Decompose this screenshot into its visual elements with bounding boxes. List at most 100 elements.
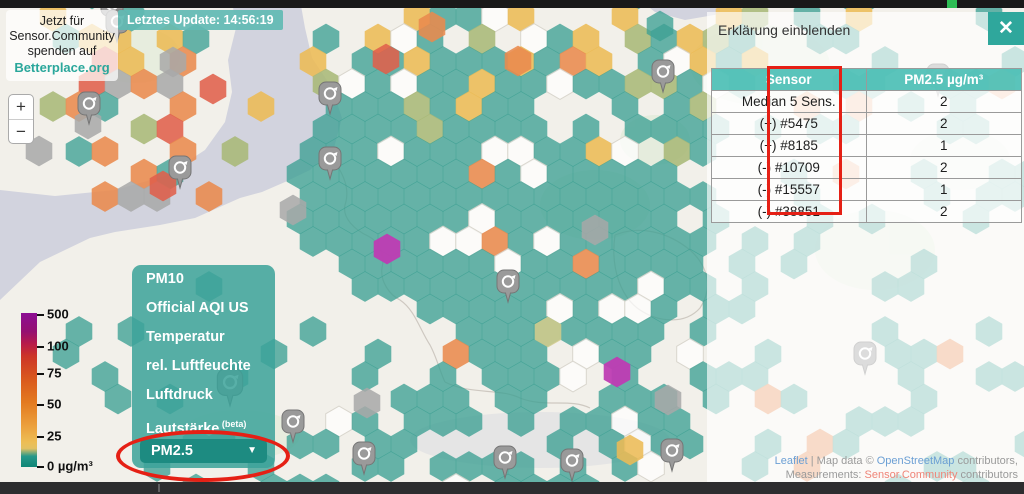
hex-cell[interactable]: [429, 361, 457, 392]
layer-menu-item-pm10[interactable]: PM10: [146, 271, 184, 287]
hex-cell[interactable]: [572, 68, 600, 100]
hex-cell[interactable]: [572, 248, 600, 280]
hex-cell[interactable]: [468, 293, 496, 325]
hex-cell[interactable]: [676, 248, 704, 280]
hex-cell[interactable]: [403, 271, 431, 302]
hex-cell[interactable]: [416, 383, 444, 415]
hex-cell[interactable]: [646, 10, 674, 42]
hex-cell[interactable]: [494, 338, 522, 370]
hex-cell[interactable]: [481, 226, 509, 257]
hex-cell[interactable]: [624, 113, 652, 145]
hex-cell[interactable]: [624, 203, 652, 235]
hex-cell[interactable]: [507, 361, 535, 392]
hex-cell[interactable]: [351, 361, 379, 392]
cluster-marker[interactable]: [660, 438, 684, 473]
hex-cell[interactable]: [572, 293, 600, 325]
hex-cell[interactable]: [156, 23, 184, 55]
hex-cell[interactable]: [585, 271, 613, 302]
sensor-community-link[interactable]: Sensor.Community: [864, 469, 958, 481]
hex-cell[interactable]: [169, 91, 197, 122]
hex-cell[interactable]: [247, 91, 275, 122]
hex-cell[interactable]: [351, 46, 379, 77]
hex-cell[interactable]: [325, 181, 353, 212]
layer-menu-item-luftdruck[interactable]: Luftdruck: [146, 387, 213, 403]
hex-cell[interactable]: [74, 108, 102, 140]
hex-cell[interactable]: [351, 271, 379, 302]
hex-cell[interactable]: [624, 158, 652, 190]
hex-cell[interactable]: [468, 113, 496, 145]
hex-cell[interactable]: [559, 46, 587, 77]
hex-cell[interactable]: [52, 338, 80, 370]
hex-cell[interactable]: [507, 91, 535, 122]
hex-cell[interactable]: [559, 271, 587, 302]
hex-cell[interactable]: [117, 46, 145, 77]
hex-cell[interactable]: [585, 46, 613, 77]
hex-cell[interactable]: [39, 91, 67, 122]
hex-cell[interactable]: [533, 181, 561, 212]
hex-cell[interactable]: [654, 384, 682, 416]
hex-cell[interactable]: [611, 316, 639, 347]
hex-cell[interactable]: [377, 91, 405, 122]
hex-cell[interactable]: [468, 338, 496, 370]
hex-cell[interactable]: [104, 383, 132, 415]
hex-cell[interactable]: [130, 113, 158, 145]
betterplace-link[interactable]: Betterplace.org: [14, 60, 110, 75]
hex-cell[interactable]: [403, 181, 431, 212]
hex-cell[interactable]: [520, 68, 548, 100]
zoom-in-button[interactable]: +: [9, 95, 33, 120]
hex-cell[interactable]: [494, 113, 522, 145]
hex-cell[interactable]: [546, 23, 574, 55]
hex-cell[interactable]: [494, 158, 522, 190]
hex-cell[interactable]: [416, 113, 444, 145]
cluster-marker[interactable]: [168, 155, 192, 190]
hex-cell[interactable]: [117, 181, 145, 212]
hex-cell[interactable]: [559, 360, 587, 393]
hex-cell[interactable]: [429, 406, 457, 437]
hex-cell[interactable]: [520, 293, 548, 325]
hex-cell[interactable]: [603, 356, 631, 388]
hex-cell[interactable]: [616, 434, 644, 466]
hex-cell[interactable]: [442, 248, 470, 280]
cluster-marker[interactable]: [318, 146, 342, 181]
cluster-marker[interactable]: [496, 269, 520, 304]
hex-cell[interactable]: [351, 181, 379, 212]
hex-cell[interactable]: [65, 316, 93, 347]
hex-cell[interactable]: [507, 406, 535, 437]
hex-cell[interactable]: [650, 248, 678, 280]
hex-cell[interactable]: [299, 181, 327, 212]
hex-cell[interactable]: [637, 316, 665, 347]
hex-cell[interactable]: [403, 406, 431, 437]
hex-cell[interactable]: [598, 383, 626, 415]
hex-cell[interactable]: [351, 91, 379, 122]
hex-cell[interactable]: [338, 158, 366, 190]
layer-menu-item-temperatur[interactable]: Temperatur: [146, 329, 225, 345]
hex-cell[interactable]: [364, 158, 392, 190]
hex-cell[interactable]: [624, 248, 652, 280]
hex-cell[interactable]: [364, 338, 392, 370]
hex-cell[interactable]: [546, 248, 574, 280]
hex-cell[interactable]: [338, 203, 366, 235]
hex-cell[interactable]: [351, 136, 379, 167]
hex-cell[interactable]: [429, 136, 457, 167]
cluster-marker[interactable]: [493, 445, 517, 480]
hex-cell[interactable]: [572, 23, 600, 55]
hex-cell[interactable]: [481, 361, 509, 392]
hex-cell[interactable]: [416, 293, 444, 325]
hex-cell[interactable]: [534, 316, 562, 348]
hex-cell[interactable]: [455, 451, 483, 482]
hex-cell[interactable]: [494, 293, 522, 325]
hex-cell[interactable]: [312, 113, 340, 145]
cluster-marker[interactable]: [560, 448, 584, 483]
hex-cell[interactable]: [286, 158, 314, 190]
hex-cell[interactable]: [585, 136, 613, 167]
hex-cell[interactable]: [377, 181, 405, 212]
hex-cell[interactable]: [91, 361, 119, 392]
hex-cell[interactable]: [481, 181, 509, 212]
hex-cell[interactable]: [416, 203, 444, 235]
hex-cell[interactable]: [372, 43, 400, 75]
hex-cell[interactable]: [182, 23, 210, 55]
cluster-marker[interactable]: [318, 81, 342, 116]
hex-cell[interactable]: [598, 248, 626, 280]
hex-cell[interactable]: [91, 136, 119, 167]
